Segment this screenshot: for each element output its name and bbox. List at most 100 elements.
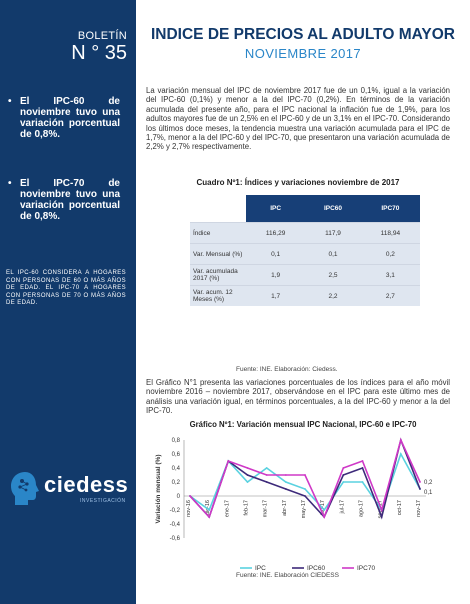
data-point-ipc70: [342, 467, 345, 469]
highlight-ipc70: • El IPC-70 de noviembre tuvo una variac…: [8, 178, 120, 222]
legend-label-ipc70: IPC70: [357, 565, 375, 572]
data-point-ipc60: [265, 481, 268, 483]
table-cell: 2,5: [305, 264, 361, 286]
x-tick-label: mar-17: [263, 500, 269, 517]
y-tick-label: -0,4: [170, 522, 181, 528]
table-row: Var. Mensual (%) 0,1 0,1 0,2: [190, 243, 420, 265]
data-point-ipc60: [304, 495, 306, 497]
x-tick-label: may-17: [301, 500, 307, 518]
table-cell: Var. acum. 12 Meses (%): [190, 285, 246, 306]
definition-note: EL IPC-60 CONSIDERA A HOGARES CON PERSON…: [6, 270, 126, 307]
table-cell: 1,7: [246, 285, 306, 306]
data-point-ipc70: [419, 481, 421, 483]
data-point-ipc60: [419, 488, 421, 490]
table-row: Índice 116,29 117,9 118,94: [190, 222, 420, 244]
data-point-ipc60: [284, 488, 287, 490]
data-point-ipc70: [208, 516, 211, 518]
logo-subtext: INVESTIGACIÓN: [80, 498, 126, 504]
x-tick-label: nov-16: [186, 500, 192, 517]
chart-paragraph: El Gráfico N°1 presenta las variaciones …: [146, 378, 450, 416]
boletin-label: BOLETÍN: [77, 30, 127, 42]
data-point-ipc60: [342, 474, 345, 476]
page-subtitle: NOVIEMBRE 2017: [244, 46, 362, 61]
table-header-ipc: IPC: [246, 195, 306, 223]
chart-source: Fuente: INE. Elaboración CIEDESS: [236, 572, 339, 579]
legend-label-ipc: IPC: [255, 565, 266, 572]
sidebar: BOLETÍN N ° 35 • El IPC-60 de noviembre …: [0, 0, 136, 604]
boletin-number: N ° 35: [71, 42, 127, 64]
index-table: IPC IPC60 IPC70 Índice 116,29 117,9 118,…: [190, 195, 420, 306]
highlight-ipc60: • El IPC-60 de noviembre tuvo una variac…: [8, 96, 120, 140]
end-data-label: 0,1: [424, 490, 433, 496]
table-header-ipc70: IPC70: [360, 195, 420, 223]
data-point-ipc70: [246, 467, 249, 469]
table-cell: 118,94: [360, 222, 420, 244]
table-header-row: IPC IPC60 IPC70: [190, 195, 420, 223]
end-data-label: 0,2: [424, 480, 433, 486]
data-point-ipc: [208, 509, 211, 511]
table-cell: 3,1: [360, 264, 420, 286]
legend-label-ipc60: IPC60: [307, 565, 325, 572]
y-tick-label: 0,6: [172, 452, 181, 458]
data-point-ipc60: [361, 467, 364, 469]
table-cell: 117,9: [305, 222, 361, 244]
data-point-ipc60: [246, 474, 249, 476]
table-cell: Índice: [190, 222, 246, 244]
data-point-ipc70: [284, 474, 287, 476]
x-tick-label: dic-16: [205, 500, 211, 515]
logo-text: ciedess: [44, 472, 129, 497]
data-point-ipc: [361, 481, 364, 483]
data-point-ipc70: [304, 474, 306, 476]
data-point-ipc70: [399, 439, 402, 441]
x-tick-label: jul-17: [339, 500, 345, 514]
x-tick-label: abr-17: [282, 500, 288, 516]
y-tick-label: 0,8: [172, 438, 181, 444]
y-tick-label: -0,6: [170, 536, 181, 542]
data-point-ipc70: [380, 509, 383, 511]
data-point-ipc70: [323, 516, 326, 518]
page-title: INDICE DE PRECIOS AL ADULTO MAYOR: [150, 26, 455, 43]
table-cell: Var. Mensual (%): [190, 243, 246, 265]
data-point-ipc60: [380, 516, 383, 518]
data-point-ipc: [323, 509, 326, 511]
data-point-ipc70: [265, 474, 268, 476]
x-tick-label: nov-17: [416, 500, 422, 517]
y-tick-label: 0: [177, 494, 181, 500]
table-source: Fuente: INE. Elaboración: Ciedess.: [236, 366, 338, 373]
table-row: Var. acumulada 2017 (%) 1,9 2,5 3,1: [190, 264, 420, 286]
line-chart: 0,8 0,6 0,4 0,2 0 -0,2 -0,4 -0,6 Variación mensu…: [155, 437, 433, 572]
head-profile-icon: [11, 472, 39, 505]
data-point-ipc: [342, 481, 345, 483]
table-cell: 0,2: [360, 243, 420, 265]
table-header-blank: [190, 195, 246, 223]
table-cell: 2,7: [360, 285, 420, 306]
x-tick-label: oct-17: [397, 500, 403, 515]
table-cell: 2,2: [305, 285, 361, 306]
x-tick-label: ago-17: [359, 500, 365, 517]
data-point-ipc: [304, 488, 306, 490]
table-cell: 116,29: [246, 222, 306, 244]
data-point-ipc: [399, 453, 402, 455]
y-tick-label: 0,2: [172, 480, 181, 486]
y-axis-label: Variación mensual (%): [155, 455, 162, 524]
y-tick-label: 0,4: [172, 466, 181, 472]
table-cell: 0,1: [305, 243, 361, 265]
table-row: Var. acum. 12 Meses (%) 1,7 2,2 2,7: [190, 285, 420, 306]
data-point-ipc70: [361, 460, 364, 462]
x-tick-label: feb-17: [244, 500, 250, 516]
data-point-ipc70: [227, 460, 230, 462]
intro-paragraph: La variación mensual del IPC de noviembr…: [146, 86, 450, 152]
data-point-ipc: [246, 481, 249, 483]
data-point-ipc: [265, 467, 268, 469]
table-title: Cuadro Nº1: Índices y variaciones noviem…: [196, 178, 400, 187]
bullet-icon: •: [8, 178, 12, 189]
table-header-ipc60: IPC60: [305, 195, 361, 223]
x-tick-label: ene-17: [224, 500, 230, 517]
y-tick-label: -0,2: [170, 508, 181, 514]
chart-title: Gráfico Nº1: Variación mensual IPC Nacio…: [189, 420, 417, 429]
bullet-icon: •: [8, 96, 12, 107]
highlight-text: El IPC-60 de noviembre tuvo una variació…: [20, 96, 120, 140]
highlight-text: El IPC-70 de noviembre tuvo una variació…: [20, 178, 120, 222]
table-cell: Var. acumulada 2017 (%): [190, 264, 246, 286]
data-point-ipc70: [189, 495, 191, 497]
